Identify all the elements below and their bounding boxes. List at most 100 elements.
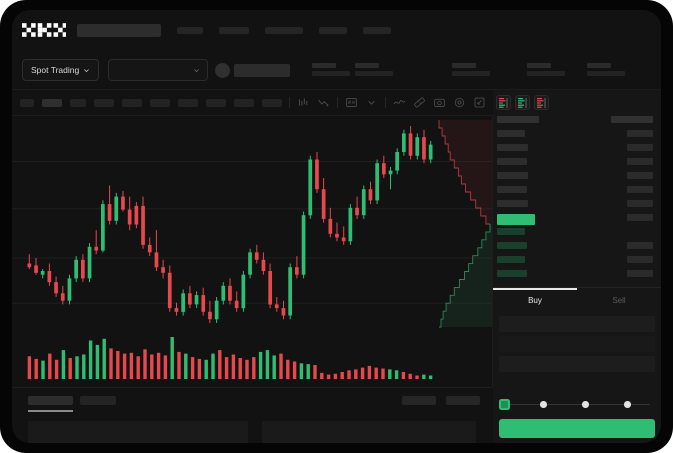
orderbook-price-cell: [497, 172, 528, 179]
timeframe-1[interactable]: [20, 98, 34, 107]
stat-24h-low-value: [452, 71, 490, 76]
nav-link-1[interactable]: [177, 26, 203, 34]
timeframe-5[interactable]: [122, 98, 142, 107]
candlestick-chart[interactable]: [12, 116, 492, 331]
orderbook-size-cell: [627, 242, 653, 249]
stat-24h-turnover-label: [587, 63, 611, 68]
orderbook-row[interactable]: [493, 270, 661, 284]
spot-trading-label: Spot Trading: [31, 65, 80, 75]
price-field[interactable]: [499, 336, 655, 352]
order-card-1: [28, 421, 248, 443]
stat-24h-high-value: [355, 71, 393, 76]
slider-handle[interactable]: [499, 399, 510, 410]
nav-link-4[interactable]: [319, 26, 347, 34]
tab-sell[interactable]: Sell: [577, 288, 661, 312]
app-screen: Spot Trading: [12, 10, 661, 443]
orderbook-price-cell: [497, 270, 527, 277]
stat-24h-turnover: [587, 63, 625, 76]
depth-area-series: [438, 120, 492, 328]
market-depth-chart: [437, 116, 492, 331]
orderbook-row[interactable]: [493, 242, 661, 256]
orderbook-row[interactable]: [493, 200, 661, 214]
orderbook-price-cell: [497, 130, 525, 137]
timeframe-10[interactable]: [262, 98, 282, 107]
orderbook-size-cell: [627, 172, 653, 179]
orderbook-row[interactable]: [493, 158, 661, 172]
slider-stop-50[interactable]: [582, 401, 589, 408]
slider-stop-25[interactable]: [540, 401, 547, 408]
timeframe-4[interactable]: [94, 98, 114, 107]
toolbar-divider: [385, 97, 386, 108]
orderbook-size-cell: [627, 200, 653, 207]
panel-divider: [492, 116, 493, 387]
buy-submit-button[interactable]: [499, 419, 655, 438]
search-input[interactable]: [77, 23, 161, 37]
market-header: Spot Trading: [12, 50, 661, 90]
timeframe-3[interactable]: [70, 98, 86, 107]
tab-buy-label: Buy: [528, 295, 542, 305]
amount-percent-slider[interactable]: [499, 398, 655, 410]
orderbook-view-modes: [496, 95, 549, 110]
orders-action-1[interactable]: [402, 396, 436, 405]
orderbook-price-cell: [497, 116, 539, 123]
orderbook-size-cell: [627, 214, 653, 221]
orderbook-size-cell: [627, 270, 653, 277]
camera-snapshot-icon[interactable]: [433, 96, 446, 109]
orderbook-row[interactable]: [493, 144, 661, 158]
trading-pair-select[interactable]: [108, 59, 208, 81]
orderbook-row[interactable]: [493, 116, 661, 130]
orderbook-price-cell: [497, 256, 525, 263]
orderbook-row[interactable]: [493, 130, 661, 144]
order-type-field[interactable]: [499, 316, 655, 332]
orderbook-size-cell: [611, 116, 653, 123]
timeframe-8[interactable]: [206, 98, 226, 107]
slider-stop-75[interactable]: [624, 401, 631, 408]
line-chart-icon[interactable]: [317, 96, 330, 109]
nav-link-2[interactable]: [219, 26, 249, 34]
measure-ruler-icon[interactable]: [413, 96, 426, 109]
tab-buy[interactable]: Buy: [493, 288, 577, 312]
chevron-down-icon[interactable]: [365, 96, 378, 109]
top-navigation-bar: [12, 10, 661, 50]
orderbook-size-cell: [627, 256, 653, 263]
orderbook-row[interactable]: [493, 228, 661, 242]
orders-tab-open[interactable]: [28, 396, 73, 405]
timeframe-6[interactable]: [150, 98, 170, 107]
wave-line-icon[interactable]: [393, 96, 406, 109]
orderbook-row[interactable]: [493, 186, 661, 200]
nav-links-group: [161, 26, 391, 34]
okx-logo-icon[interactable]: [22, 22, 66, 38]
orderbook-row[interactable]: [493, 256, 661, 270]
orderbook-mode-both[interactable]: [496, 95, 511, 110]
timeframe-2[interactable]: [42, 98, 62, 107]
orderbook-row[interactable]: [493, 214, 661, 228]
settings-gear-icon[interactable]: [453, 96, 466, 109]
orderbook-mode-buys[interactable]: [515, 95, 530, 110]
chart-toolbar: [12, 90, 661, 116]
slider-track[interactable]: [505, 403, 650, 405]
orderbook-price-cell: [497, 158, 527, 165]
stat-24h-high: [355, 63, 393, 76]
buy-sell-tabs: Buy Sell: [493, 288, 661, 312]
orders-tab-history[interactable]: [80, 396, 116, 405]
timeframe-7[interactable]: [178, 98, 198, 107]
indicator-icon[interactable]: [345, 96, 358, 109]
fullscreen-icon[interactable]: [473, 96, 486, 109]
orderbook-mode-sells[interactable]: [534, 95, 549, 110]
order-card-2: [262, 421, 476, 443]
orders-action-2[interactable]: [446, 396, 480, 405]
orderbook-size-cell: [627, 158, 653, 165]
spot-trading-select[interactable]: Spot Trading: [22, 59, 100, 81]
volume-bar-series: [27, 337, 433, 380]
orderbook-price-cell: [497, 228, 525, 235]
stat-24h-change: [312, 63, 350, 76]
nav-link-3[interactable]: [265, 26, 303, 34]
volume-chart: [12, 331, 492, 387]
orderbook-row[interactable]: [493, 172, 661, 186]
amount-field[interactable]: [499, 356, 655, 372]
stat-24h-change-value: [312, 71, 350, 76]
timeframe-9[interactable]: [234, 98, 254, 107]
nav-link-5[interactable]: [363, 26, 391, 34]
candlestick-chart-icon[interactable]: [297, 96, 310, 109]
orderbook-size-cell: [627, 130, 653, 137]
